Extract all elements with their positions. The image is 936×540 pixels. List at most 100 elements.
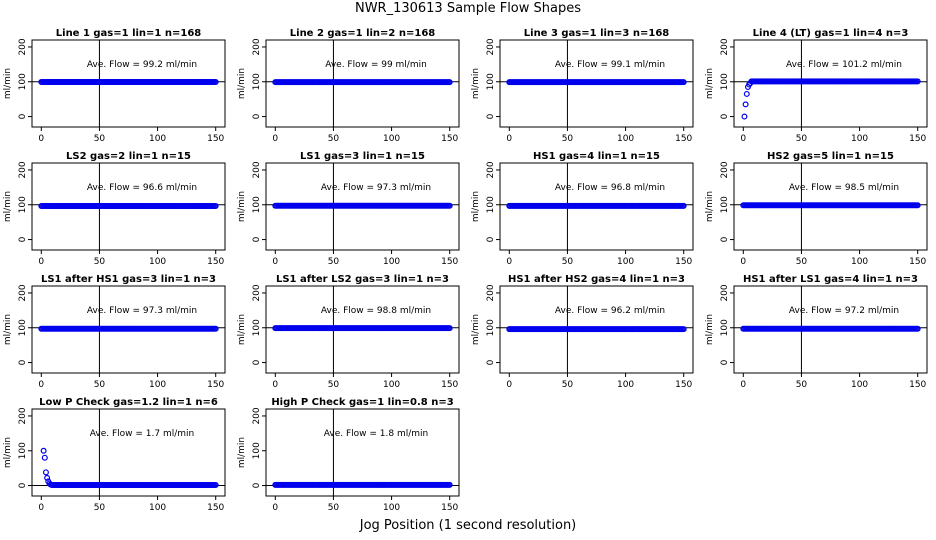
x-tick-label: 50 xyxy=(94,134,106,144)
data-point xyxy=(914,202,921,209)
x-tick-label: 100 xyxy=(617,134,634,144)
data-point xyxy=(446,325,453,332)
x-tick-label: 150 xyxy=(675,380,692,390)
y-tick-label: 0 xyxy=(252,482,262,488)
x-tick-label: 150 xyxy=(909,257,926,267)
x-tick-label: 100 xyxy=(149,257,166,267)
panel: High P Check gas=1 lin=0.8 n=3 0 50 100 150 0… xyxy=(237,397,460,513)
panel: LS1 after HS1 gas=3 lin=1 n=3 0 50 100 150 0 1… xyxy=(3,274,226,390)
x-tick-label: 0 xyxy=(740,380,746,390)
plot-frame xyxy=(733,285,928,374)
x-tick-label: 150 xyxy=(675,134,692,144)
y-tick-label: 200 xyxy=(18,161,28,178)
y-tick-label: 200 xyxy=(252,407,262,424)
y-tick-label: 0 xyxy=(720,359,730,365)
y-tick-label: 200 xyxy=(18,284,28,301)
y-tick-label: 200 xyxy=(252,38,262,55)
y-axis-label: ml/min xyxy=(3,68,13,99)
plot-frame xyxy=(265,162,460,251)
y-axis-label: ml/min xyxy=(471,314,481,345)
y-tick-label: 200 xyxy=(486,161,496,178)
panel-title: HS1 after LS1 gas=4 lin=1 n=3 xyxy=(743,274,918,285)
x-tick-label: 150 xyxy=(441,257,458,267)
x-tick-label: 50 xyxy=(328,134,340,144)
average-flow-annotation: Ave. Flow = 1.8 ml/min xyxy=(324,429,428,439)
y-tick-label: 100 xyxy=(486,319,496,336)
y-axis-label: ml/min xyxy=(237,68,247,99)
x-tick-label: 0 xyxy=(740,257,746,267)
y-axis-label: ml/min xyxy=(705,314,715,345)
x-tick-label: 0 xyxy=(272,503,278,513)
x-tick-label: 150 xyxy=(675,257,692,267)
x-tick-label: 50 xyxy=(796,257,808,267)
x-tick-label: 150 xyxy=(909,380,926,390)
x-tick-label: 100 xyxy=(383,503,400,513)
y-tick-label: 0 xyxy=(720,113,730,119)
panel: HS1 after HS2 gas=4 lin=1 n=3 0 50 100 150 0 1… xyxy=(471,274,694,390)
average-flow-annotation: Ave. Flow = 96.6 ml/min xyxy=(87,183,197,193)
y-tick-label: 200 xyxy=(252,284,262,301)
y-tick-label: 0 xyxy=(720,236,730,242)
y-tick-label: 0 xyxy=(18,482,28,488)
y-tick-label: 100 xyxy=(252,319,262,336)
data-point xyxy=(742,101,749,108)
average-flow-annotation: Ave. Flow = 97.3 ml/min xyxy=(87,306,197,316)
plot-frame xyxy=(499,162,694,251)
average-flow-annotation: Ave. Flow = 96.2 ml/min xyxy=(555,306,665,316)
y-axis-label: ml/min xyxy=(3,191,13,222)
average-flow-annotation: Ave. Flow = 97.3 ml/min xyxy=(321,183,431,193)
y-tick-label: 0 xyxy=(486,236,496,242)
panel-title: Line 4 (LT) gas=1 lin=4 n=3 xyxy=(753,28,909,39)
x-tick-label: 100 xyxy=(383,134,400,144)
x-tick-label: 100 xyxy=(149,380,166,390)
x-tick-label: 150 xyxy=(207,257,224,267)
average-flow-annotation: Ave. Flow = 101.2 ml/min xyxy=(786,60,902,70)
panel: Line 1 gas=1 lin=1 n=168 0 50 100 150 0 100 200… xyxy=(3,28,226,144)
y-axis-label: ml/min xyxy=(705,191,715,222)
data-point xyxy=(914,325,921,332)
y-tick-label: 200 xyxy=(720,161,730,178)
x-tick-label: 100 xyxy=(617,380,634,390)
plot-frame xyxy=(31,408,226,497)
plot-frame xyxy=(31,162,226,251)
average-flow-annotation: Ave. Flow = 98.5 ml/min xyxy=(789,183,899,193)
plot-frame xyxy=(499,39,694,128)
y-tick-label: 100 xyxy=(720,196,730,213)
y-tick-label: 200 xyxy=(720,284,730,301)
x-tick-label: 0 xyxy=(38,380,44,390)
y-tick-label: 0 xyxy=(252,236,262,242)
panel-title: Low P Check gas=1.2 lin=1 n=6 xyxy=(39,397,218,408)
panel-title: HS1 gas=4 lin=1 n=15 xyxy=(533,151,660,162)
y-tick-label: 0 xyxy=(252,113,262,119)
panel-title: HS2 gas=5 lin=1 n=15 xyxy=(767,151,894,162)
panel: Line 2 gas=1 lin=2 n=168 0 50 100 150 0 100 200… xyxy=(237,28,460,144)
y-tick-label: 100 xyxy=(486,73,496,90)
x-tick-label: 50 xyxy=(796,134,808,144)
data-point xyxy=(212,481,219,488)
data-point xyxy=(680,326,687,333)
x-tick-label: 50 xyxy=(94,257,106,267)
data-point xyxy=(212,325,219,332)
x-tick-label: 50 xyxy=(562,380,574,390)
plot-frame xyxy=(31,39,226,128)
x-tick-label: 150 xyxy=(207,503,224,513)
y-tick-label: 0 xyxy=(18,359,28,365)
data-point xyxy=(212,79,219,86)
y-tick-label: 100 xyxy=(486,196,496,213)
x-tick-label: 150 xyxy=(441,134,458,144)
x-tick-label: 0 xyxy=(272,380,278,390)
page-title: NWR_130613 Sample Flow Shapes xyxy=(354,1,582,16)
data-point xyxy=(40,447,47,454)
average-flow-annotation: Ave. Flow = 98.8 ml/min xyxy=(321,306,431,316)
panel-title: LS1 after HS1 gas=3 lin=1 n=3 xyxy=(41,274,216,285)
panel-title: HS1 after HS2 gas=4 lin=1 n=3 xyxy=(508,274,685,285)
panel: HS1 after LS1 gas=4 lin=1 n=3 0 50 100 150 0 1… xyxy=(705,274,928,390)
plot-frame xyxy=(265,39,460,128)
plot-frame xyxy=(733,39,928,128)
data-point xyxy=(680,202,687,209)
x-tick-label: 100 xyxy=(383,380,400,390)
average-flow-annotation: Ave. Flow = 99 ml/min xyxy=(325,60,427,70)
average-flow-annotation: Ave. Flow = 96.8 ml/min xyxy=(555,183,665,193)
x-tick-label: 100 xyxy=(851,134,868,144)
